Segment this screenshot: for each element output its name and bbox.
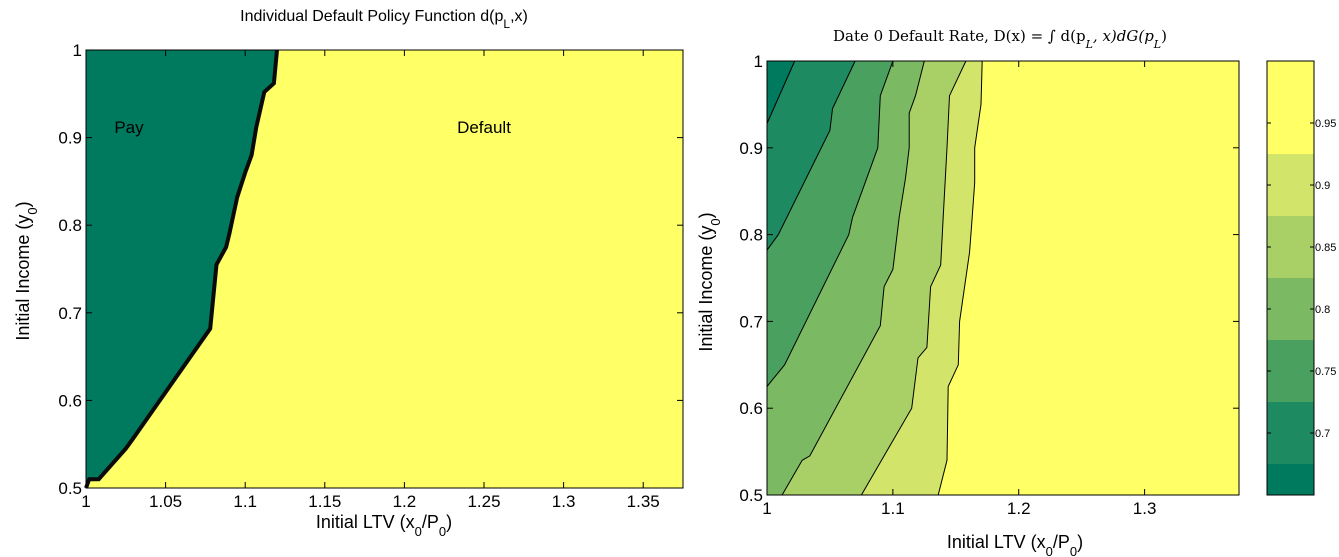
contour-line-2: [766, 60, 856, 251]
right-y-tick-label: 1: [754, 52, 763, 71]
colorbar-swatch-0: [1267, 464, 1314, 495]
left-x-tick-label: 1.35: [627, 492, 660, 511]
right-axes-frame: [766, 60, 1240, 496]
right-chart: Date 0 Default Rate, D(x) = ∫ d(pL, x)dG…: [696, 27, 1336, 557]
left-x-tick-label: 1.1: [233, 492, 257, 511]
right-x-tick-label: 1.3: [1133, 499, 1157, 518]
right-y-tick-label: 0.8: [739, 226, 763, 245]
left-x-tick-label: 1.15: [308, 492, 341, 511]
contour-line-3: [766, 60, 894, 387]
colorbar: 0.7 0.75 0.8 0.85 0.9 0.95: [1266, 60, 1336, 496]
contour-line-6: [937, 60, 983, 496]
left-x-tick-label: 1.05: [149, 492, 182, 511]
colorbar-tick-label: 0.95: [1315, 118, 1336, 130]
colorbar-frame: [1266, 60, 1315, 496]
colorbar-swatch-3: [1267, 278, 1314, 340]
left-x-tick-label: 1.2: [393, 492, 417, 511]
left-y-tick-label: 0.5: [58, 479, 82, 498]
right-chart-title: Date 0 Default Rate, D(x) = ∫ d(pL, x)dG…: [833, 27, 1167, 51]
right-y-tick-label: 0.9: [739, 139, 763, 158]
pay-region: [86, 50, 277, 488]
left-x-tick-label: 1: [81, 492, 90, 511]
left-x-axis-label: Initial LTV (x0/P0): [316, 512, 452, 539]
left-plot-area: Pay Default 1 1.05 1.1 1.15 1.2 1.25 1.3 1.35 0.5 0…: [58, 41, 684, 511]
colorbar-tick-label: 0.85: [1315, 242, 1336, 254]
left-y-tick-label: 0.7: [58, 304, 82, 323]
colorbar-swatch-4: [1267, 216, 1314, 278]
default-boundary-line: [84, 49, 279, 489]
right-y-tick-label: 0.5: [739, 486, 763, 505]
left-chart: Individual Default Policy Function d(pL,…: [13, 8, 684, 539]
left-y-tick-label: 0.8: [58, 216, 82, 235]
right-x-tick-label: 1.1: [881, 499, 905, 518]
colorbar-tick-label: 0.7: [1315, 428, 1330, 440]
colorbar-tick-label: 0.75: [1315, 366, 1336, 378]
right-y-tick-label: 0.6: [739, 399, 763, 418]
colorbar-swatch-2: [1267, 340, 1314, 402]
colorbar-swatch-6: [1267, 61, 1314, 154]
right-y-tick-label: 0.7: [739, 312, 763, 331]
left-x-tick-label: 1.25: [467, 492, 500, 511]
colorbar-swatch-1: [1267, 402, 1314, 464]
contour-line-4: [781, 60, 925, 496]
contour-line-1: [766, 60, 796, 124]
right-x-tick-label: 1.2: [1007, 499, 1031, 518]
right-y-axis-label: Initial Income (y0): [696, 212, 723, 351]
left-y-tick-label: 1: [73, 41, 82, 60]
pay-region-label: Pay: [114, 118, 144, 137]
left-chart-title: Individual Default Policy Function d(pL,…: [240, 8, 528, 31]
right-plot-area: 1 1.1 1.2 1.3 0.5 0.6 0.7 0.8 0.9 1: [739, 52, 1240, 518]
left-x-tick-label: 1.3: [552, 492, 576, 511]
left-y-axis-label: Initial Income (y0): [13, 201, 40, 340]
contour-band-6: [938, 61, 1239, 495]
left-axes-frame: [85, 49, 684, 489]
left-y-tick-label: 0.9: [58, 129, 82, 148]
colorbar-tick-label: 0.9: [1315, 180, 1330, 192]
default-region-label: Default: [457, 118, 511, 137]
colorbar-tick-label: 0.8: [1315, 304, 1330, 316]
left-y-tick-label: 0.6: [58, 391, 82, 410]
contour-line-5: [860, 60, 967, 496]
right-x-axis-label: Initial LTV (x0/P0): [947, 532, 1083, 557]
colorbar-swatch-5: [1267, 154, 1314, 216]
right-x-tick-label: 1: [762, 499, 771, 518]
